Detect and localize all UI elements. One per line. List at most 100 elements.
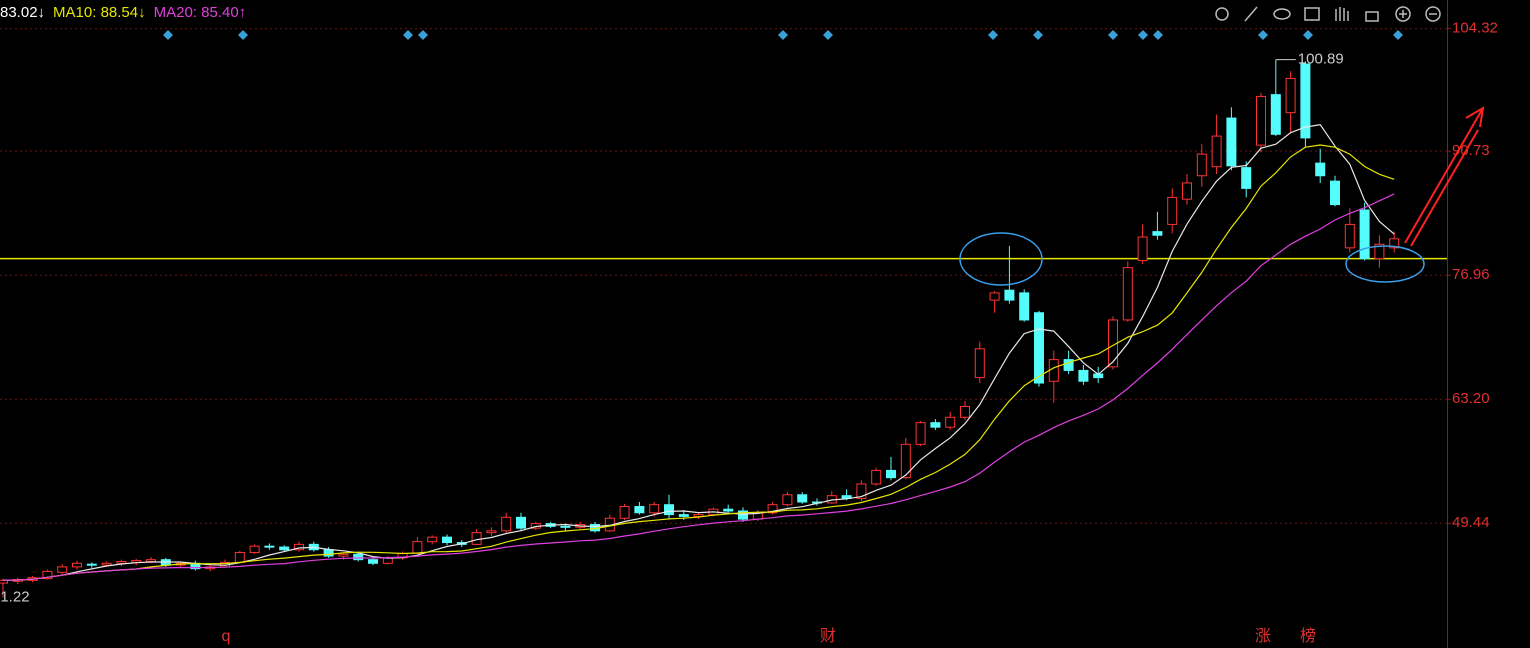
candle-body (1122, 267, 1133, 321)
candle-body (1315, 162, 1326, 177)
candle-body (678, 514, 689, 517)
min-label: 41.22 (0, 588, 30, 605)
candle-body (1167, 196, 1178, 225)
signal-diamond (988, 30, 998, 40)
candle-body (619, 506, 630, 519)
candle-body (1359, 209, 1370, 260)
candle-body (1300, 63, 1311, 139)
candle-body (900, 443, 911, 479)
candle-body (1256, 95, 1266, 146)
signal-diamond (778, 30, 788, 40)
candle-body (1374, 243, 1385, 260)
candle-body (1270, 94, 1281, 135)
candle-body (442, 536, 452, 544)
candle-body (871, 469, 882, 485)
candle-body (1344, 223, 1355, 249)
signal-diamond (1153, 30, 1163, 40)
y-tick-label: 49.44 (1452, 514, 1490, 531)
candle-body (856, 483, 867, 499)
candle-body (486, 530, 497, 534)
zoom-in-icon[interactable] (1395, 6, 1411, 22)
signal-diamond (1303, 30, 1313, 40)
candle-body (649, 504, 660, 514)
candle-body (42, 570, 53, 580)
signal-diamond (1138, 30, 1148, 40)
candle-body (146, 559, 156, 562)
store-icon[interactable] (1304, 7, 1320, 21)
candle-body (974, 348, 985, 379)
candle-body (249, 545, 260, 553)
candle-body (634, 506, 645, 514)
candle-body (989, 292, 1000, 301)
candle-body (1389, 238, 1400, 249)
candle-body (294, 543, 304, 551)
signal-diamond (418, 30, 428, 40)
candle-body (1330, 180, 1340, 206)
y-tick-label: 104.32 (1452, 20, 1498, 37)
settings-icon[interactable] (1215, 7, 1229, 21)
candle-body (1034, 312, 1044, 384)
ma-line (2, 193, 1395, 581)
candle-body (723, 508, 734, 512)
ma-line (2, 144, 1395, 581)
max-label: 100.89 (1298, 51, 1344, 68)
signal-diamond (1393, 30, 1403, 40)
candle-body (338, 553, 349, 557)
event-label: 涨 (1255, 627, 1271, 645)
signal-diamond (1108, 30, 1118, 40)
candle-body (664, 504, 674, 516)
ma-legend: MA20: 85.40↑ (154, 4, 247, 21)
zoom-out-icon[interactable] (1425, 6, 1441, 22)
candle-body (1285, 77, 1296, 114)
hand-icon[interactable] (1335, 7, 1349, 21)
candle-body (1004, 289, 1015, 301)
zoom-in-plus (1399, 10, 1407, 18)
event-label: 财 (820, 627, 836, 645)
candle-body (1019, 292, 1030, 321)
ma-legend: 83.02↓ (0, 4, 45, 21)
candle-body (427, 536, 438, 543)
toolbar (1215, 6, 1441, 22)
y-tick-label: 63.20 (1452, 390, 1490, 407)
candle-body (1063, 359, 1074, 371)
ma-line (2, 123, 1395, 581)
signal-diamond (403, 30, 413, 40)
lock-icon[interactable] (1365, 11, 1379, 22)
signal-diamond (238, 30, 248, 40)
candle-body (930, 422, 941, 428)
candle-body (234, 551, 245, 563)
candle-body (368, 559, 378, 564)
candle-body (782, 494, 793, 506)
candle-body (0, 579, 8, 584)
signal-diamond (1258, 30, 1268, 40)
candle-body (353, 553, 364, 561)
candle-body (738, 510, 748, 520)
ma-legend: MA10: 88.54↓ (53, 4, 146, 21)
candle-body (560, 525, 571, 528)
candle-body (945, 416, 956, 428)
candle-body (101, 562, 112, 566)
candle-body (86, 563, 97, 566)
candle-body (516, 516, 526, 529)
candle-body (960, 405, 970, 418)
candle-body (1048, 359, 1059, 382)
candle-body (1137, 236, 1148, 261)
candle-body (72, 562, 82, 568)
event-label: q (222, 628, 231, 645)
candle-body (501, 516, 512, 532)
candle-body (1211, 135, 1222, 168)
signal-diamond (163, 30, 173, 40)
candle-body (767, 504, 778, 514)
draw-icon[interactable] (1244, 6, 1258, 22)
trend-arrow (1404, 106, 1485, 247)
candle-body (1226, 117, 1237, 167)
view-icon[interactable] (1273, 8, 1291, 20)
signal-diamond (823, 30, 833, 40)
y-tick-label: 76.96 (1452, 266, 1490, 283)
candle-body (797, 494, 808, 503)
candle-body (1196, 153, 1207, 177)
signal-diamond (1033, 30, 1043, 40)
highlight-circle (959, 232, 1043, 286)
